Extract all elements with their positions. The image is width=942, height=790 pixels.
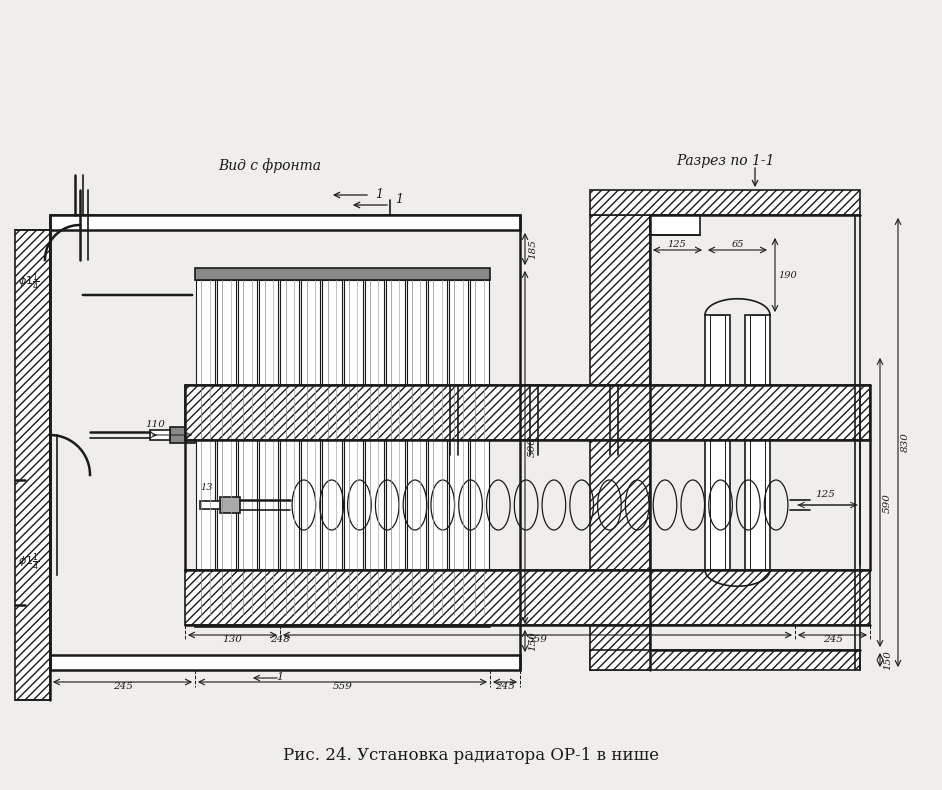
Text: Рис. 24. Установка радиатора ОР-1 в нише: Рис. 24. Установка радиатора ОР-1 в нише [283,747,659,763]
Bar [710,315,725,570]
Bar [150,430,170,440]
Bar [185,570,870,625]
Bar [590,215,650,670]
Text: 130: 130 [222,635,242,644]
Text: 125: 125 [668,240,687,249]
Text: 590: 590 [883,493,892,513]
Bar [750,315,765,570]
Text: 559: 559 [528,635,547,644]
Text: 110: 110 [145,420,165,429]
Bar [238,280,257,615]
Bar [217,280,236,615]
Text: 150: 150 [883,650,892,670]
Text: 65: 65 [731,240,744,249]
Bar [650,215,700,235]
Text: 245: 245 [822,635,842,644]
Bar [259,280,278,615]
Bar [195,615,490,627]
Text: 245: 245 [495,682,515,691]
Bar [200,501,220,509]
Bar [220,497,240,513]
Text: 185: 185 [528,239,537,259]
Bar [705,315,730,570]
Bar [407,280,426,615]
Bar [470,280,489,615]
Bar [195,268,490,280]
Bar [196,280,215,615]
Bar [15,230,50,700]
Text: 125: 125 [815,490,835,499]
Bar [448,280,468,615]
Text: 248: 248 [270,635,290,644]
Bar [170,427,195,443]
Text: Вид с фронта: Вид с фронта [219,158,321,173]
Bar [385,280,405,615]
Bar [745,315,770,570]
Bar [301,280,320,615]
Bar [322,280,342,615]
Bar [50,215,520,230]
Bar [590,650,860,670]
Bar [365,280,383,615]
Text: 1: 1 [395,193,403,206]
Text: 559: 559 [333,682,352,691]
Text: Разрез по 1-1: Разрез по 1-1 [675,154,774,168]
Text: 830: 830 [901,433,910,453]
Bar [185,385,870,440]
Text: 1: 1 [276,672,284,682]
Text: 190: 190 [778,270,797,280]
Bar [344,280,363,615]
Text: 1: 1 [375,188,383,201]
Bar [428,280,447,615]
Text: 245: 245 [112,682,133,691]
Text: 13: 13 [201,483,213,492]
Text: $\phi1\frac{1}{4}$: $\phi1\frac{1}{4}$ [18,551,40,573]
Bar [281,280,300,615]
Text: $\phi1\frac{1}{4}$: $\phi1\frac{1}{4}$ [18,271,40,292]
Text: 500: 500 [528,438,537,457]
Bar [50,655,520,670]
Text: 150: 150 [528,631,537,651]
Bar [590,190,860,215]
